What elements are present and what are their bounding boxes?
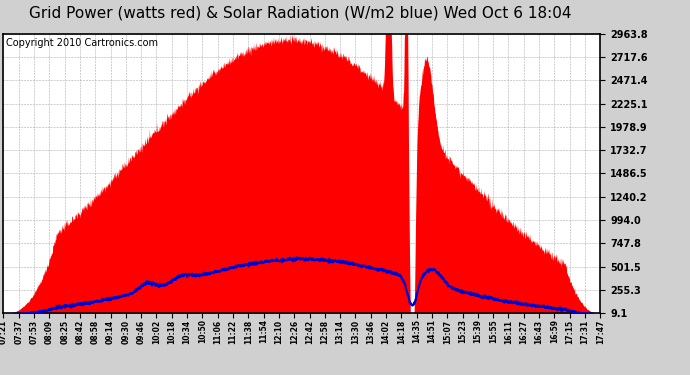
Text: Grid Power (watts red) & Solar Radiation (W/m2 blue) Wed Oct 6 18:04: Grid Power (watts red) & Solar Radiation…	[29, 6, 571, 21]
Text: Copyright 2010 Cartronics.com: Copyright 2010 Cartronics.com	[6, 38, 159, 48]
